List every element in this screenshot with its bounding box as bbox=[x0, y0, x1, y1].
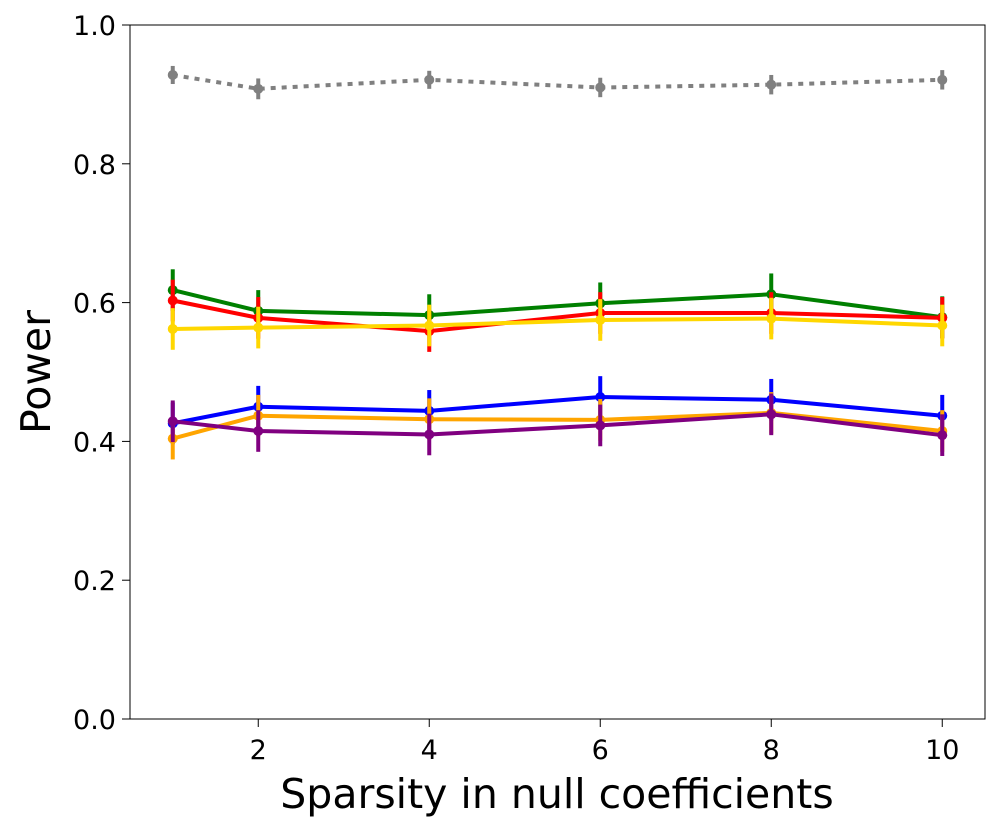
y-tick-label: 0.8 bbox=[73, 150, 116, 181]
data-point bbox=[424, 320, 435, 331]
x-tick-label: 10 bbox=[925, 735, 959, 766]
data-point bbox=[253, 322, 264, 333]
data-point bbox=[766, 409, 777, 420]
data-point bbox=[167, 69, 178, 80]
y-tick-label: 0.0 bbox=[73, 705, 116, 736]
data-point bbox=[167, 323, 178, 334]
x-tick-label: 2 bbox=[250, 735, 267, 766]
series-line-blue bbox=[172, 395, 943, 426]
data-point bbox=[595, 314, 606, 325]
data-point bbox=[937, 74, 948, 85]
data-point bbox=[766, 313, 777, 324]
series-gray bbox=[167, 65, 948, 100]
y-tick-label: 0.6 bbox=[73, 289, 116, 320]
plot-area bbox=[129, 24, 986, 720]
data-point bbox=[766, 79, 777, 90]
data-point bbox=[424, 429, 435, 440]
data-point bbox=[595, 391, 606, 402]
series-line-gold bbox=[172, 316, 943, 331]
data-point bbox=[167, 416, 178, 427]
y-axis-label: Power bbox=[12, 310, 60, 434]
y-tick-label: 0.4 bbox=[73, 427, 116, 458]
x-axis-label: Sparsity in null coefficients bbox=[280, 770, 833, 818]
x-tick-label: 4 bbox=[421, 735, 438, 766]
series-gold bbox=[167, 297, 948, 350]
x-tick-label: 6 bbox=[592, 735, 609, 766]
series-line-green bbox=[172, 288, 943, 320]
y-tick-label: 1.0 bbox=[73, 11, 116, 42]
series-purple bbox=[167, 393, 948, 456]
data-point bbox=[937, 430, 948, 441]
y-tick-label: 0.2 bbox=[73, 566, 116, 597]
y-axis-ticks: 0.0 0.2 0.4 0.6 0.8 1.0 bbox=[73, 11, 130, 736]
data-point bbox=[595, 82, 606, 93]
data-point bbox=[595, 420, 606, 431]
data-point bbox=[253, 83, 264, 94]
x-axis-ticks: 2 4 6 8 10 bbox=[250, 719, 959, 766]
x-tick-label: 8 bbox=[763, 735, 780, 766]
series-layer bbox=[167, 65, 948, 460]
series-line-gray bbox=[172, 73, 943, 91]
data-point bbox=[167, 295, 178, 306]
data-point bbox=[937, 320, 948, 331]
series-line-purple bbox=[172, 412, 943, 438]
data-point bbox=[424, 74, 435, 85]
data-point bbox=[253, 425, 264, 436]
